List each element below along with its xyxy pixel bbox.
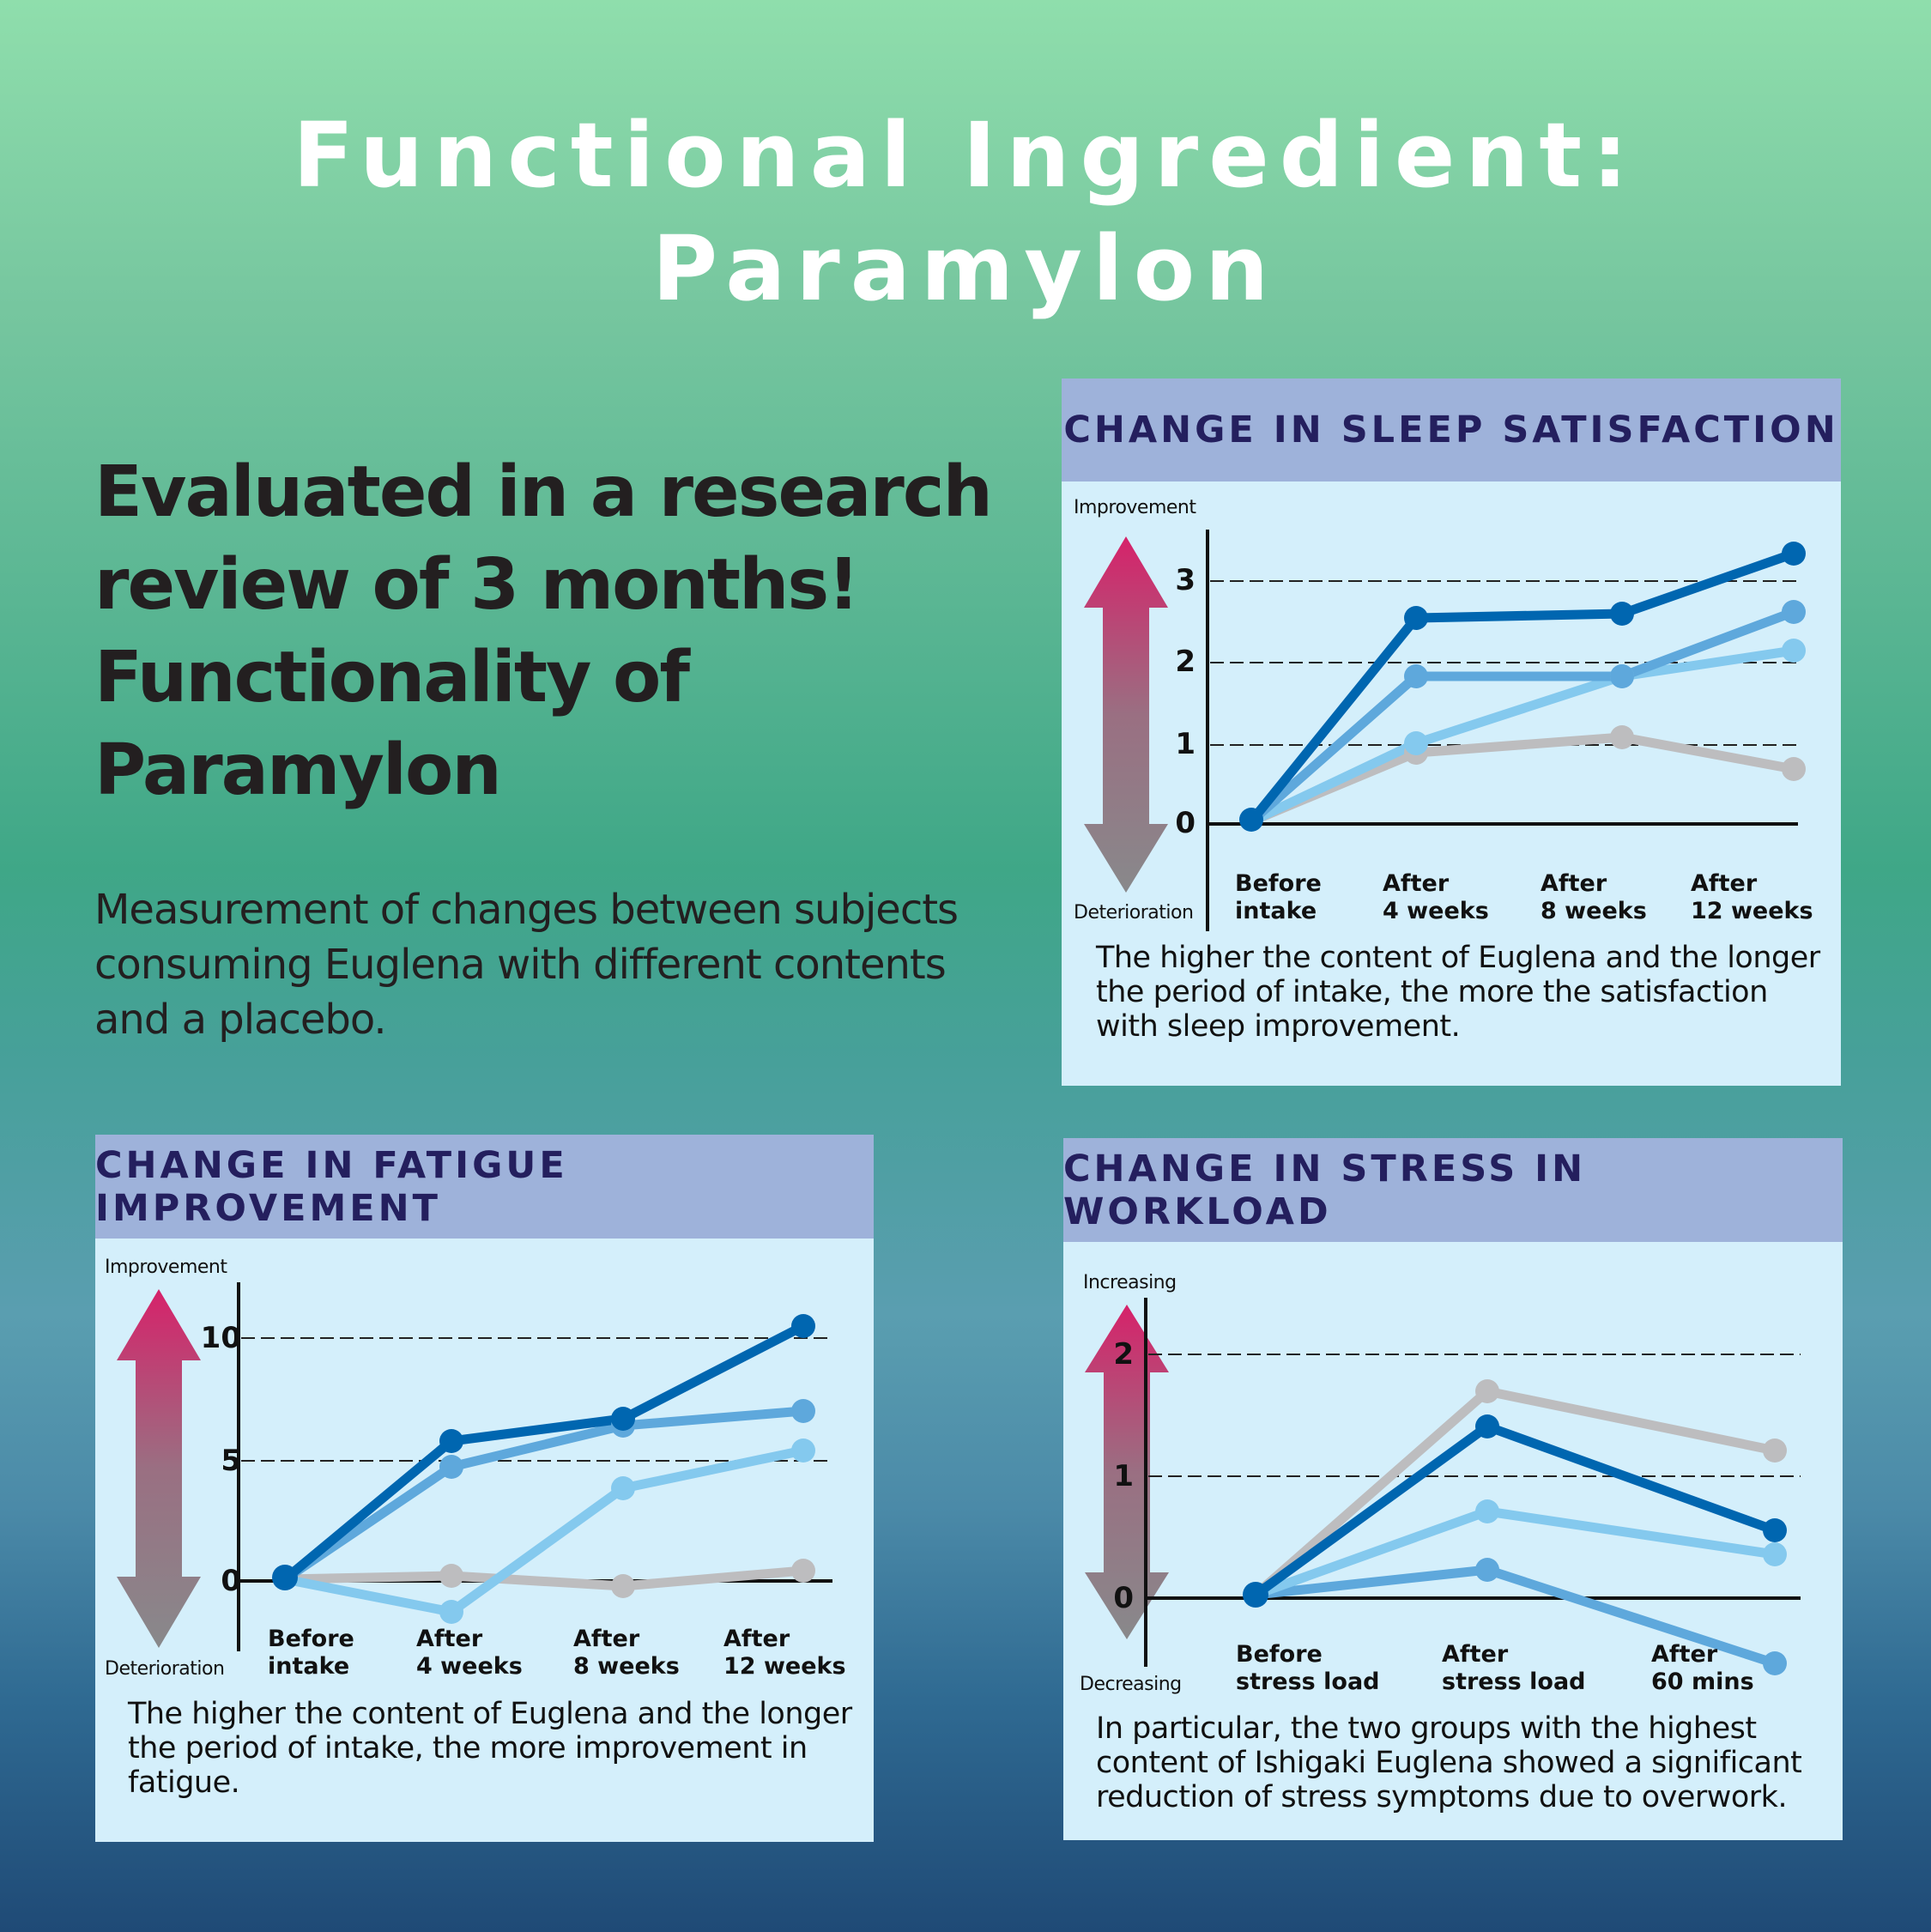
- sleep-top-note: Improvement: [1074, 497, 1196, 518]
- fatigue-chart: [117, 1282, 832, 1651]
- stress-chart: [1085, 1298, 1801, 1675]
- intro-text-line2: consuming Euglena with different content…: [94, 941, 947, 989]
- fatigue-panel-header: CHANGE IN FATIGUE IMPROVEMENT: [95, 1135, 874, 1239]
- fatigue-xlabel-2: After 8 weeks: [573, 1626, 680, 1680]
- sleep-tick-0: 0: [1175, 806, 1196, 840]
- stress-panel-title: CHANGE IN STRESS IN WORKLOAD: [1063, 1147, 1587, 1233]
- fatigue-panel-title: CHANGE IN FATIGUE IMPROVEMENT: [95, 1143, 568, 1230]
- sleep-bottom-note: Deterioration: [1074, 902, 1194, 924]
- sleep-xlabel-0: Before intake: [1235, 870, 1322, 924]
- sleep-xlabel-2: After 8 weeks: [1541, 870, 1647, 924]
- page-title-line1: Functional Ingredient:: [293, 103, 1638, 208]
- stress-bottom-note: Decreasing: [1080, 1674, 1182, 1695]
- fatigue-series-mid: [281, 1406, 804, 1584]
- sleep-xlabel-1: After 4 weeks: [1383, 870, 1489, 924]
- stress-top-note: Increasing: [1083, 1272, 1177, 1293]
- fatigue-xlabel-3: After 12 weeks: [723, 1626, 846, 1680]
- fatigue-series-light: [283, 1445, 805, 1617]
- stress-caption: In particular, the two groups with the h…: [1096, 1711, 1802, 1814]
- stress-xlabel-0: Before stress load: [1236, 1641, 1380, 1695]
- sleep-tick-1: 1: [1175, 727, 1196, 761]
- intro-text-line3: and a placebo.: [94, 996, 387, 1044]
- sleep-series-light: [1249, 645, 1795, 826]
- sleep-panel-title: CHANGE IN SLEEP SATISFACTION: [1063, 409, 1839, 451]
- headline-line4: Paramylon: [94, 730, 502, 811]
- headline-line1: Evaluated in a research: [94, 451, 993, 533]
- improvement-deterioration-arrow-icon: [1084, 536, 1168, 893]
- increasing-decreasing-arrow-icon: [1085, 1305, 1169, 1639]
- headline: Evaluated in a research review of 3 mont…: [94, 446, 1038, 817]
- stress-workload-panel: CHANGE IN STRESS IN WORKLOAD: [1063, 1138, 1843, 1840]
- stress-xlabel-1: After stress load: [1442, 1641, 1586, 1695]
- stress-tick-2: 2: [1113, 1337, 1134, 1372]
- sleep-tick-2: 2: [1175, 645, 1196, 679]
- sleep-caption: The higher the content of Euglena and th…: [1096, 941, 1820, 1044]
- headline-line3: Functionality of: [94, 637, 690, 718]
- stress-panel-header: CHANGE IN STRESS IN WORKLOAD: [1063, 1138, 1843, 1242]
- page-title: Functional Ingredient: Paramylon: [0, 99, 1931, 325]
- sleep-tick-3: 3: [1175, 563, 1196, 597]
- intro-text: Measurement of changes between subjects …: [94, 882, 1056, 1047]
- fatigue-bottom-note: Deterioration: [105, 1658, 225, 1680]
- sleep-series-mid: [1248, 607, 1795, 826]
- sleep-chart: [1084, 530, 1806, 931]
- intro-text-line1: Measurement of changes between subjects: [94, 886, 959, 934]
- sleep-xlabel-3: After 12 weeks: [1691, 870, 1813, 924]
- stress-xlabel-2: After 60 mins: [1651, 1641, 1754, 1695]
- fatigue-xlabel-0: Before intake: [268, 1626, 354, 1680]
- headline-line2: review of 3 months!: [94, 544, 860, 626]
- fatigue-tick-10: 10: [200, 1321, 241, 1355]
- sleep-panel-header: CHANGE IN SLEEP SATISFACTION: [1062, 379, 1841, 481]
- improvement-deterioration-arrow-icon: [117, 1289, 201, 1648]
- stress-tick-0: 0: [1113, 1581, 1134, 1615]
- page-title-line2: Paramylon: [651, 216, 1280, 321]
- stress-tick-1: 1: [1113, 1459, 1134, 1493]
- sleep-satisfaction-panel: CHANGE IN SLEEP SATISFACTION: [1062, 379, 1841, 1086]
- fatigue-caption: The higher the content of Euglena and th…: [128, 1697, 852, 1800]
- fatigue-xlabel-1: After 4 weeks: [416, 1626, 523, 1680]
- fatigue-tick-0: 0: [221, 1564, 241, 1598]
- fatigue-improvement-panel: CHANGE IN FATIGUE IMPROVEMENT: [95, 1135, 874, 1842]
- fatigue-tick-5: 5: [221, 1444, 241, 1478]
- fatigue-series-placebo: [284, 1566, 804, 1591]
- fatigue-top-note: Improvement: [105, 1257, 227, 1278]
- sleep-series-dark: [1247, 548, 1795, 825]
- fatigue-series-dark: [281, 1322, 806, 1584]
